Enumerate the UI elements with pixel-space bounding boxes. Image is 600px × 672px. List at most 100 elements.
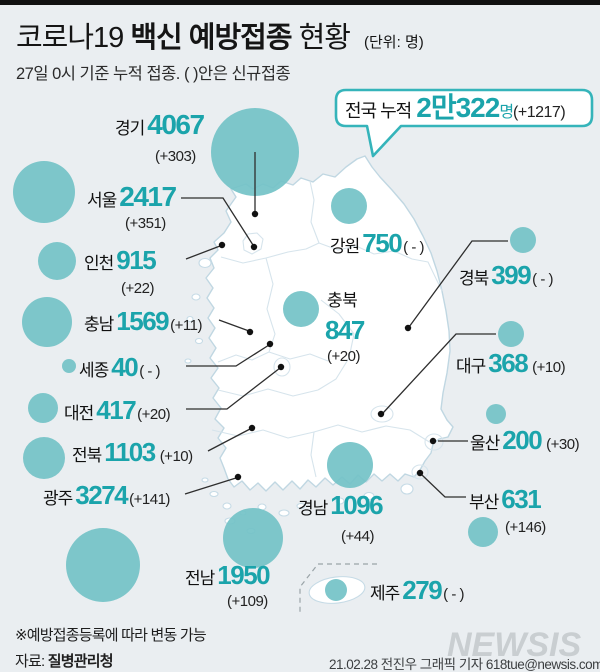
newsis-watermark: NEWSIS bbox=[447, 626, 582, 664]
region-delta: (+141) bbox=[129, 491, 170, 508]
circle-gangwon bbox=[331, 188, 367, 224]
region-name: 충남 bbox=[84, 315, 114, 334]
region-name: 세종 bbox=[79, 361, 109, 380]
title-suffix: 현황 bbox=[298, 22, 351, 54]
circle-jeonnam bbox=[223, 508, 283, 568]
source: 자료: 질병관리청 bbox=[15, 650, 114, 671]
top-accent-bar bbox=[0, 0, 600, 5]
region-delta: (+20) bbox=[137, 406, 171, 423]
region-delta-chungbuk: (+20) bbox=[327, 348, 360, 365]
region-name: 경북 bbox=[459, 269, 489, 288]
circle-incheon bbox=[38, 242, 76, 280]
leader-lines bbox=[181, 152, 508, 498]
region-name-chungbuk: 충북 bbox=[327, 291, 358, 310]
region-delta-incheon: (+22) bbox=[121, 280, 154, 297]
region-label-chungnam: 충남 1569 (+11) bbox=[84, 308, 202, 334]
total-callout-bubble bbox=[334, 88, 594, 158]
region-name: 경기 bbox=[115, 119, 145, 138]
region-name: 대구 bbox=[456, 357, 486, 376]
region-label-gangwon: 강원 750( - ) bbox=[330, 230, 424, 256]
region-value: 1103 bbox=[104, 437, 156, 467]
region-value: 631 bbox=[501, 484, 541, 514]
region-value: 2417 bbox=[119, 181, 177, 212]
region-value: 399 bbox=[491, 260, 531, 290]
region-value: 1096 bbox=[330, 490, 383, 520]
circle-busan bbox=[468, 517, 498, 547]
region-value: 3274 bbox=[75, 480, 128, 510]
region-label-gyeongnam: 경남 1096 bbox=[298, 490, 384, 520]
jeju-inset-divider bbox=[299, 563, 377, 613]
credit-line: 21.02.28 전진우 그래픽 기자 618tue@newsis.com bbox=[329, 657, 600, 672]
region-label-gyeonggi: 경기 4067 bbox=[115, 109, 205, 140]
total-callout: 전국 누적 2만322 명 (+1217) bbox=[336, 90, 592, 127]
region-value: 4067 bbox=[147, 109, 205, 140]
region-label-incheon: 인천 915 bbox=[84, 245, 157, 275]
region-name: 경남 bbox=[298, 499, 328, 518]
circle-gyeongnam bbox=[327, 442, 373, 488]
total-unit: 명 bbox=[499, 104, 514, 121]
source-name: 질병관리청 bbox=[47, 653, 114, 670]
region-value-chungbuk: 847 bbox=[325, 315, 365, 345]
region-name: 대전 bbox=[64, 404, 94, 423]
circle-daegu bbox=[498, 321, 524, 347]
circle-jeonbuk bbox=[23, 437, 65, 479]
region-label-gyeongbuk: 경북 399( - ) bbox=[459, 262, 553, 288]
page-title: 코로나19 백신 예방접종 현황 (단위: 명) bbox=[16, 14, 424, 56]
region-label-busan: 부산 631 bbox=[469, 484, 542, 514]
circle-seoul bbox=[13, 161, 75, 223]
region-label-jeju: 제주 279( - ) bbox=[370, 577, 464, 603]
footnote: ※예방접종등록에 따라 변동 가능 bbox=[15, 627, 207, 644]
region-value: 200 bbox=[502, 425, 542, 455]
region-label-daejeon: 대전 417 (+20) bbox=[64, 397, 171, 423]
circle-sejong bbox=[62, 359, 76, 373]
region-value: 1569 bbox=[116, 306, 169, 336]
region-delta: ( - ) bbox=[532, 271, 553, 288]
region-value: 368 bbox=[488, 348, 528, 378]
circle-ulsan bbox=[486, 404, 506, 424]
circle-gyeongbuk bbox=[510, 227, 536, 253]
region-name: 광주 bbox=[43, 489, 73, 508]
region-name: 울산 bbox=[470, 434, 500, 453]
region-delta-gyeongnam: (+44) bbox=[341, 528, 374, 545]
total-label: 전국 누적 bbox=[345, 101, 412, 121]
region-delta: (+10) bbox=[159, 448, 193, 465]
total-delta: (+1217) bbox=[513, 104, 566, 121]
title-unit: (단위: 명) bbox=[364, 34, 424, 51]
region-name: 전북 bbox=[72, 446, 102, 465]
region-delta: ( - ) bbox=[403, 239, 424, 256]
region-name: 부산 bbox=[469, 493, 499, 512]
region-label-jeonnam: 전남 1950 bbox=[185, 560, 271, 590]
region-name: 인천 bbox=[84, 254, 114, 273]
region-delta: (+30) bbox=[546, 436, 580, 453]
region-name: 강원 bbox=[330, 237, 360, 256]
circle-daejeon bbox=[28, 393, 58, 423]
region-label-seoul: 서울 2417 bbox=[87, 181, 177, 212]
region-name: 전남 bbox=[185, 569, 215, 588]
region-value: 915 bbox=[116, 245, 156, 275]
region-value: 40 bbox=[111, 352, 138, 382]
region-delta-gyeonggi: (+303) bbox=[155, 148, 196, 165]
region-delta-busan: (+146) bbox=[505, 519, 546, 536]
region-label-gwangju: 광주 3274 (+141) bbox=[43, 482, 170, 508]
title-prefix: 코로나19 bbox=[16, 22, 124, 54]
region-value: 750 bbox=[362, 228, 402, 258]
title-bold: 백신 예방접종 bbox=[130, 22, 292, 54]
region-label-jeonbuk: 전북 1103 (+10) bbox=[72, 439, 193, 465]
region-delta: ( - ) bbox=[139, 363, 161, 380]
region-label-ulsan: 울산 200 (+30) bbox=[470, 425, 580, 455]
map-province-borders bbox=[211, 180, 444, 480]
region-value: 1950 bbox=[217, 560, 270, 590]
circle-chungnam bbox=[22, 297, 72, 347]
region-name: 서울 bbox=[87, 191, 117, 210]
circle-jeju bbox=[325, 579, 347, 601]
total-value: 2만322 bbox=[416, 92, 500, 123]
region-delta: (+11) bbox=[170, 317, 202, 334]
source-label: 자료: bbox=[15, 653, 48, 670]
circle-gwangju bbox=[66, 528, 140, 602]
anchor-dots bbox=[218, 210, 437, 481]
region-delta: ( - ) bbox=[443, 586, 464, 603]
region-circles bbox=[13, 108, 536, 602]
region-name: 제주 bbox=[370, 584, 400, 603]
